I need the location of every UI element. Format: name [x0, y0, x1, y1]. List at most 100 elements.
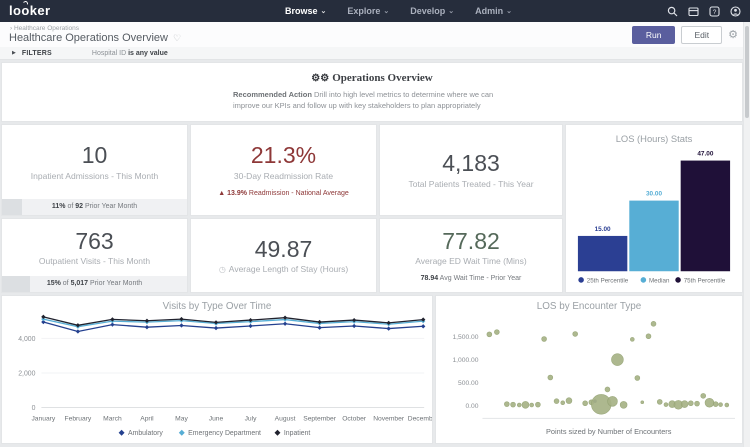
los-stats-bar-chart[interactable]: LOS (Hours) Stats 15.00 30.00 47.00 25th Per…	[566, 125, 742, 292]
scatter-point	[701, 393, 706, 398]
kpi-tile-avg-length-of-stay[interactable]: 49.87 ◷Average Length of Stay (Hours)	[190, 218, 377, 293]
scatter-point	[651, 321, 656, 326]
kpi-tile-readmission-rate[interactable]: 21.3% 30-Day Readmission Rate ▲ 13.9% Re…	[190, 124, 377, 216]
svg-text:25th Percentile: 25th Percentile	[587, 277, 629, 284]
favorite-heart-icon[interactable]: ♡	[173, 33, 181, 44]
legend-marker	[119, 430, 125, 436]
nav-browse[interactable]: Browse⌄	[285, 6, 326, 16]
kpi-value[interactable]: 10	[82, 143, 108, 167]
kpi-tile-avg-ed-wait-time[interactable]: 77.82 Average ED Wait Time (Mins) 78.94 …	[379, 218, 563, 293]
kpi-tile-outpatient-visits[interactable]: 763 Outpatient Visits - This Month 15% o…	[1, 218, 188, 293]
svg-text:December: December	[408, 415, 432, 422]
svg-text:February: February	[65, 415, 92, 422]
chevron-down-icon: ⌄	[383, 7, 389, 15]
kpi-label: ◷Average Length of Stay (Hours)	[219, 264, 348, 274]
nav-admin[interactable]: Admin⌄	[475, 6, 512, 16]
edit-button[interactable]: Edit	[681, 26, 722, 44]
scatter-point	[487, 332, 492, 337]
scatter-point	[630, 337, 634, 341]
svg-text:30.00: 30.00	[646, 191, 662, 198]
svg-text:Median: Median	[649, 277, 670, 284]
scatter-point	[548, 375, 553, 380]
kpi-value[interactable]: 77.82	[442, 229, 500, 253]
svg-text:Ambulatory: Ambulatory	[128, 430, 163, 437]
prior-year-note: 15% of 5,017 Prior Year Month	[2, 276, 187, 292]
svg-text:0.00: 0.00	[465, 403, 478, 410]
scatter-point	[535, 402, 540, 407]
svg-text:LOS (Hours) Stats: LOS (Hours) Stats	[616, 134, 693, 144]
filter-hospital-id[interactable]: Hospital ID is any value	[92, 50, 168, 57]
scatter-point	[494, 330, 499, 335]
recommended-action-note: Recommended Action Drill into high level…	[233, 89, 511, 112]
scatter-point	[608, 396, 618, 406]
help-icon[interactable]: ?	[709, 6, 720, 17]
scatter-point	[695, 401, 700, 406]
svg-text:October: October	[342, 415, 367, 422]
kpi-label: Average ED Wait Time (Mins)	[415, 256, 526, 266]
kpi-tile-inpatient-admissions[interactable]: 10 Inpatient Admissions - This Month 11%…	[1, 124, 188, 216]
breadcrumb[interactable]: › Healthcare Operations	[10, 25, 79, 32]
expand-filters-icon[interactable]: ▶	[12, 50, 16, 56]
marketplace-icon[interactable]	[688, 6, 699, 17]
chevron-down-icon: ⌄	[321, 7, 327, 15]
legend-marker	[179, 430, 185, 436]
los-by-encounter-scatter-tile[interactable]: LOS by Encounter Type0.00500.001,000.001…	[435, 295, 743, 444]
dashboard-title-bar: › Healthcare Operations Healthcare Opera…	[0, 22, 750, 47]
los-by-encounter-scatter-chart[interactable]: LOS by Encounter Type0.00500.001,000.001…	[436, 296, 742, 443]
scatter-point	[591, 394, 611, 414]
scatter-point	[713, 402, 718, 407]
search-icon[interactable]	[667, 6, 678, 17]
legend-marker	[275, 430, 281, 436]
data-point	[386, 326, 390, 330]
kpi-label: Outpatient Visits - This Month	[39, 256, 150, 266]
data-point	[317, 326, 321, 330]
data-point	[421, 324, 425, 328]
svg-text:May: May	[175, 415, 188, 422]
data-point	[214, 326, 218, 330]
bar	[629, 201, 678, 272]
svg-text:15.00: 15.00	[595, 226, 611, 233]
overview-title: ⚙⚙Operations Overview	[2, 72, 742, 84]
series-line	[43, 319, 423, 327]
legend-dot	[675, 277, 681, 283]
scatter-point	[530, 403, 534, 407]
clock-icon: ◷	[219, 265, 226, 274]
scrollbar-thumb[interactable]	[745, 26, 749, 118]
prior-year-wait-note: 78.94 Avg Wait Time - Prior Year	[421, 275, 522, 282]
nav-explore[interactable]: Explore⌄	[347, 6, 389, 16]
series-line	[43, 317, 423, 325]
run-button[interactable]: Run	[632, 26, 676, 44]
looker-logo[interactable]: looker	[9, 3, 50, 18]
kpi-tile-total-patients[interactable]: 4,183 Total Patients Treated - This Year	[379, 124, 563, 216]
kpi-value[interactable]: 49.87	[255, 237, 313, 261]
prior-year-note: 11% of 92 Prior Year Month	[2, 199, 187, 215]
data-point	[283, 322, 287, 326]
legend-dot	[578, 277, 584, 283]
prior-year-progress-bar: 15% of 5,017 Prior Year Month	[2, 276, 187, 292]
dashboard-actions: Run Edit ⚙	[632, 26, 738, 44]
los-stats-bar-chart-tile[interactable]: LOS (Hours) Stats 15.00 30.00 47.00 25th Per…	[565, 124, 743, 293]
data-point	[179, 323, 183, 327]
svg-text:500.00: 500.00	[458, 380, 479, 387]
svg-text:January: January	[31, 415, 55, 422]
bar	[578, 236, 627, 271]
kpi-value[interactable]: 763	[75, 229, 113, 253]
svg-text:Visits by Type Over Time: Visits by Type Over Time	[163, 301, 272, 312]
visits-by-type-line-chart-tile[interactable]: Visits by Type Over Time02,0004,000Janua…	[1, 295, 433, 444]
scrollbar[interactable]	[743, 22, 750, 447]
account-icon[interactable]	[730, 6, 741, 17]
svg-text:47.00: 47.00	[697, 151, 713, 158]
scatter-point	[641, 401, 644, 404]
scatter-point	[681, 401, 688, 408]
svg-text:0: 0	[32, 405, 36, 412]
kpi-label: Total Patients Treated - This Year	[408, 179, 533, 189]
dashboard-settings-gear-icon[interactable]: ⚙	[728, 30, 738, 41]
legend-dot	[641, 277, 647, 283]
scatter-point	[611, 354, 623, 366]
visits-by-type-line-chart[interactable]: Visits by Type Over Time02,0004,000Janua…	[2, 296, 432, 443]
kpi-value[interactable]: 21.3%	[251, 143, 316, 167]
nav-develop[interactable]: Develop⌄	[410, 6, 454, 16]
svg-text:2,000: 2,000	[18, 370, 35, 377]
filters-bar[interactable]: ▶ FILTERS Hospital ID is any value	[0, 47, 750, 60]
kpi-value[interactable]: 4,183	[442, 151, 500, 175]
